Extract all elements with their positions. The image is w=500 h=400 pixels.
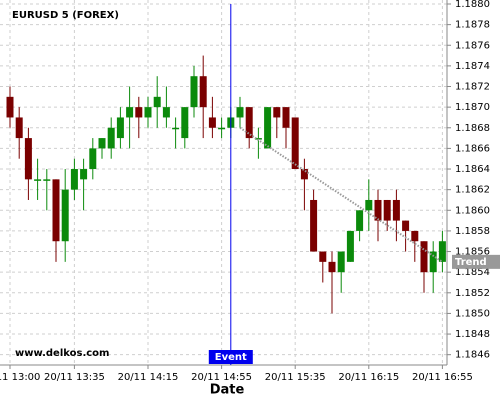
candle-body — [310, 199, 318, 252]
candle-body — [300, 169, 308, 180]
x-tick-label: 20/11 14:15 — [118, 372, 179, 383]
y-tick-label: 1.1866 — [455, 143, 490, 154]
candle-body — [107, 127, 115, 149]
candle-body — [6, 96, 14, 118]
x-tick-label: 20/11 15:35 — [265, 372, 326, 383]
x-tick-label: 20/11 13:35 — [44, 372, 105, 383]
trend-line — [239, 126, 443, 263]
x-axis-label: Date — [210, 383, 245, 398]
x-tick-label: 20/11 13:00 — [0, 372, 40, 383]
candle-body — [208, 117, 216, 128]
event-label-box — [208, 350, 253, 364]
trend-label-box — [452, 254, 500, 269]
candle-body — [153, 96, 161, 108]
candle-body — [282, 107, 290, 128]
candle-body — [199, 76, 207, 108]
y-tick-label: 1.1876 — [455, 40, 490, 51]
candle-body — [89, 148, 97, 170]
candle-body — [98, 138, 106, 149]
y-tick-label: 1.1868 — [455, 123, 490, 134]
candle-body — [162, 107, 170, 118]
candle-body — [61, 189, 69, 242]
y-tick-label: 1.1854 — [455, 267, 490, 278]
x-tick-label: 20/11 16:55 — [412, 372, 473, 383]
trend-label: Trend — [455, 257, 487, 268]
y-tick-label: 1.1870 — [455, 102, 490, 113]
candle-body — [374, 199, 382, 221]
y-tick-label: 1.1874 — [455, 61, 490, 72]
candle-body — [116, 117, 124, 139]
y-tick-label: 1.1848 — [455, 329, 490, 340]
candle-body — [319, 251, 327, 262]
x-tick-label: 20/11 14:55 — [191, 372, 252, 383]
candle-body — [15, 117, 23, 139]
candle-body — [365, 199, 373, 211]
candle-body — [273, 107, 281, 118]
y-tick-label: 1.1846 — [455, 350, 490, 361]
candle-body — [383, 199, 391, 221]
event-label: Event — [215, 352, 247, 363]
candle-body — [34, 179, 42, 181]
chart-title: EURUSD 5 (FOREX) — [12, 10, 119, 21]
candle-body — [337, 251, 345, 273]
candle-body — [420, 241, 428, 273]
candle-body — [402, 220, 410, 231]
y-tick-label: 1.1880 — [455, 0, 490, 10]
candle-body — [291, 117, 299, 170]
watermark: www.delkos.com — [15, 348, 109, 359]
candle-body — [218, 127, 226, 130]
y-tick-label: 1.1862 — [455, 185, 490, 196]
candle-body — [245, 107, 253, 139]
y-tick-label: 1.1852 — [455, 288, 490, 299]
candle-body — [126, 107, 134, 118]
candle-body — [24, 138, 32, 180]
y-tick-label: 1.1878 — [455, 20, 490, 31]
candle-body — [172, 127, 180, 130]
candle-body — [144, 107, 152, 118]
candle-body — [346, 230, 354, 262]
y-tick-label: 1.1856 — [455, 247, 490, 258]
y-tick-label: 1.1860 — [455, 205, 490, 216]
candle-body — [52, 179, 60, 242]
candle-body — [181, 107, 189, 139]
candle-body — [392, 199, 400, 221]
candle-body — [190, 76, 198, 108]
candle-body — [264, 107, 272, 149]
y-tick-label: 1.1850 — [455, 308, 490, 319]
candle-body — [80, 169, 88, 180]
marks — [6, 55, 446, 314]
candle-body — [411, 230, 419, 242]
y-tick-label: 1.1864 — [455, 164, 490, 175]
y-tick-label: 1.1858 — [455, 226, 490, 237]
candle-body — [70, 169, 78, 190]
candle-body — [328, 261, 336, 273]
candle-body — [356, 210, 364, 231]
candle-body — [43, 179, 51, 181]
x-tick-label: 20/11 16:15 — [338, 372, 399, 383]
y-tick-label: 1.1872 — [455, 82, 490, 93]
candle-body — [135, 107, 143, 118]
candle-body — [429, 251, 437, 273]
candle-body — [438, 241, 446, 262]
candle-body — [236, 107, 244, 118]
